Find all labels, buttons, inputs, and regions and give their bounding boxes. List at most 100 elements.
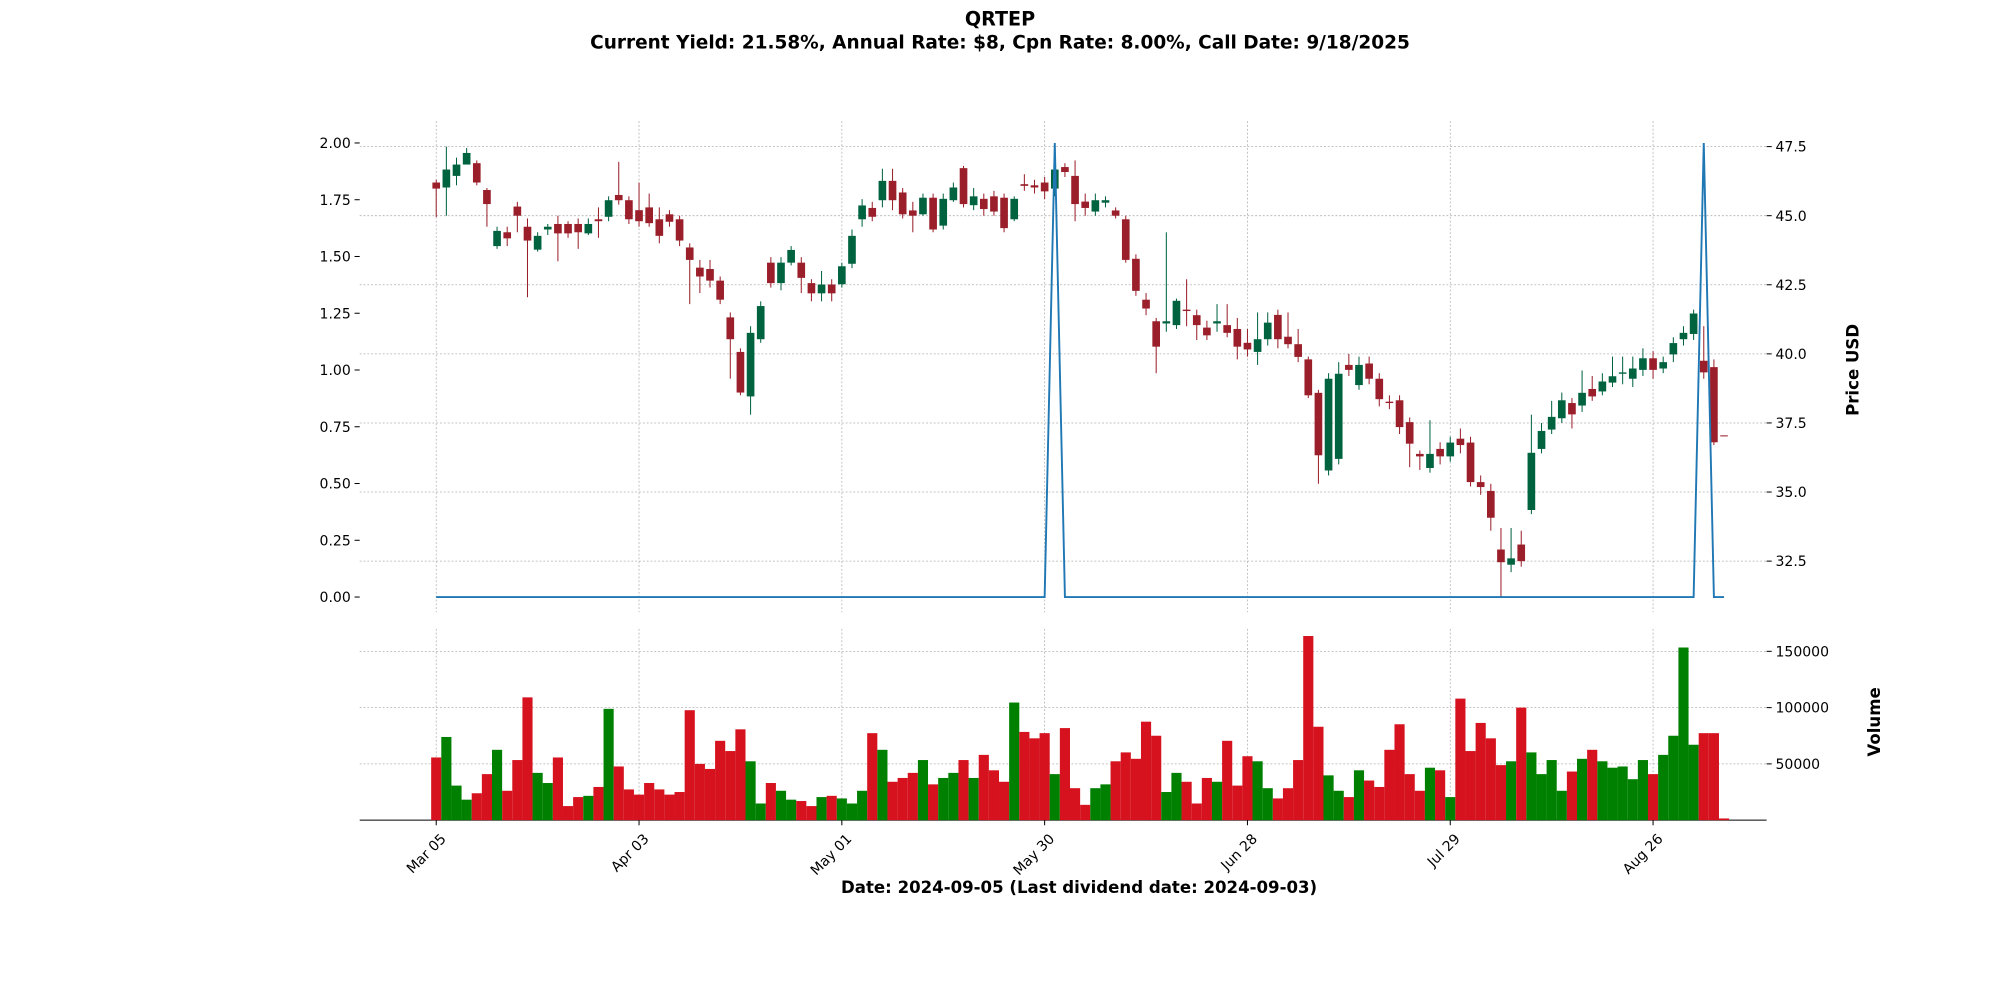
volume-tick-label: 150000 [1776,644,1830,660]
volume-bar [887,781,898,821]
candle-body [817,284,826,294]
candle-body [736,351,745,393]
candle-body [1263,322,1272,340]
candle-body [716,280,724,300]
volume-bar [826,795,837,821]
candle-body [777,262,785,284]
volume-bar [1151,735,1162,821]
candle-body [1476,482,1485,488]
candle-body [594,219,603,222]
candle-body [1537,430,1546,449]
candle-body [1253,339,1262,352]
candle-body [1720,435,1728,437]
volume-bar [796,801,807,821]
candle-body [655,219,664,236]
y-tick-label: 0.00 [320,590,351,606]
volume-bar [1435,770,1446,821]
y2-axis-label: Price USD [1843,324,1862,416]
volume-bar [1506,761,1517,821]
y2-tick-label: 37.5 [1776,416,1807,432]
candle-body [1568,403,1576,415]
volume-bar [1424,767,1436,821]
volume-bar [1232,785,1243,821]
volume-bar [1688,744,1699,821]
candle-body [746,332,755,397]
volume-bar [715,740,726,821]
candle-body [584,223,593,234]
volume-bar [877,749,888,821]
candle-body [1172,300,1181,326]
volume-bar [684,710,695,821]
volume-bar [999,781,1010,821]
chart-subtitle: Current Yield: 21.58%, Annual Rate: $8, … [590,32,1410,53]
y2-tick-label: 45.0 [1776,209,1807,225]
candle-body [1355,364,1363,386]
volume-bar [1566,771,1578,821]
volume-bar [1293,760,1304,821]
volume-bar [1577,758,1588,821]
candle-body [1324,378,1333,471]
volume-bar [907,772,918,821]
volume-bar [613,766,624,821]
candle-body [838,266,846,285]
volume-bar [1485,738,1496,821]
volume-bar [968,777,979,821]
volume-bar [481,774,492,821]
volume-bar [1617,766,1628,821]
volume-bar [1080,804,1091,821]
candle-body [1395,400,1404,428]
volume-bar [664,794,675,821]
candle-body [696,267,704,277]
volume-bar [471,793,482,821]
candle-body [1182,309,1191,312]
candle-body [1588,388,1597,397]
candle-body [1669,343,1678,355]
candle-body [1608,376,1617,383]
volume-bar [583,795,594,821]
volume-bar [1384,749,1395,821]
candle-body [868,207,877,217]
volume-bar [491,749,503,821]
candle-body [483,189,491,205]
volume-bar [1161,792,1172,821]
candle-body [1192,315,1201,326]
candle-body [1507,558,1515,565]
candle-body [1466,442,1475,483]
volume-bar [978,754,989,821]
y-tick-label: 2.00 [320,136,351,152]
candle-body [1081,201,1090,208]
volume-bar [846,803,858,821]
candle-body [1020,184,1029,186]
candle-body [898,192,907,215]
volume-bar [1536,774,1547,821]
volume-bar [562,806,574,821]
volume-bar [857,790,868,821]
volume-bar [765,783,776,821]
volume-bar [1343,797,1354,821]
candle-body [1142,299,1150,309]
volume-bar [694,763,705,821]
volume-bar [1668,735,1679,821]
volume-bar [1191,803,1202,821]
candle-body [564,223,572,234]
volume-bar [1069,788,1081,821]
volume-bar [522,697,533,821]
candle-body [1416,453,1424,457]
volume-bar [451,785,462,821]
dividend-line [436,142,1725,598]
candle-body [908,210,917,216]
candle-body [1365,363,1373,379]
candle-body [1446,442,1455,457]
candle-body [1132,258,1140,291]
y-tick-label: 1.50 [320,250,351,266]
candle-body [1304,359,1313,396]
volume-bar [1333,790,1344,821]
volume-bar [644,783,655,821]
candle-body [969,196,978,206]
volume-bar [603,708,614,821]
candle-body [1121,219,1130,260]
volume-bar [1556,790,1567,821]
candle-body [979,198,988,210]
candle-body [493,230,501,247]
